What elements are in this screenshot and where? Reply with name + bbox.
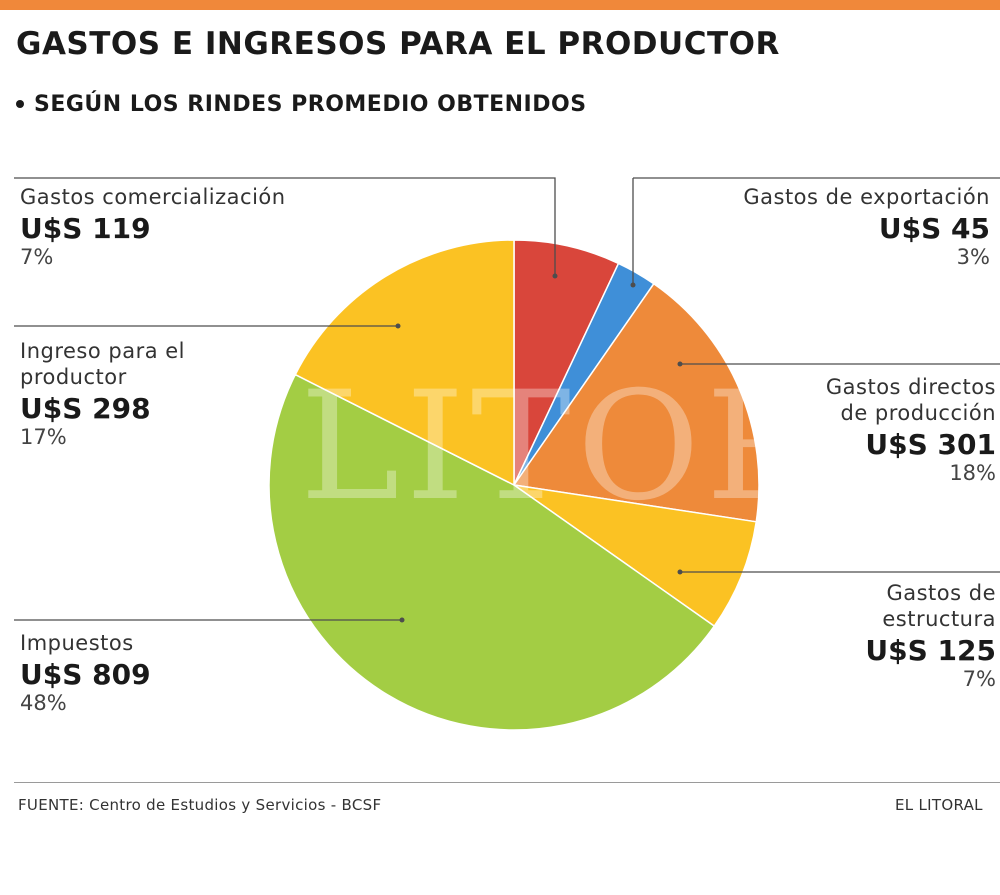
pie-slice-0 xyxy=(513,239,620,486)
label-name: Impuestos xyxy=(20,631,134,655)
footer-divider xyxy=(14,782,1000,783)
leader-comercializacion-dot xyxy=(552,273,558,279)
label-value: U$S 119 xyxy=(20,212,151,245)
source-note: FUENTE: Centro de Estudios y Servicios -… xyxy=(18,796,382,814)
leader-directos-dot xyxy=(677,361,683,367)
label-percent: 7% xyxy=(20,245,54,269)
label-estructura: Gastos de estructura U$S 125 7% xyxy=(865,580,996,690)
subtitle-row: SEGÚN LOS RINDES PROMEDIO OBTENIDOS xyxy=(16,92,587,117)
label-comercializacion: Gastos comercialización U$S 119 7% xyxy=(20,184,286,268)
label-ingreso: Ingreso para el productor U$S 298 17% xyxy=(20,338,185,448)
label-name-line1: Ingreso para el xyxy=(20,339,186,363)
label-name: Gastos de exportación xyxy=(743,185,990,209)
leader-impuestos-dot xyxy=(399,617,405,623)
pie-slice-3 xyxy=(513,484,758,628)
label-name-line1: Gastos directos xyxy=(825,375,996,399)
label-name-line2: productor xyxy=(20,365,127,389)
label-name: Gastos comercialización xyxy=(20,185,286,209)
label-name-line2: estructura xyxy=(882,607,996,631)
pie-slice-5 xyxy=(294,239,515,487)
label-impuestos: Impuestos U$S 809 48% xyxy=(20,630,151,714)
chart-subtitle: SEGÚN LOS RINDES PROMEDIO OBTENIDOS xyxy=(34,92,587,117)
leader-exportacion-dot xyxy=(630,282,636,288)
label-value: U$S 809 xyxy=(20,658,151,691)
brand-name: EL LITORAL xyxy=(895,796,983,814)
label-percent: 17% xyxy=(20,425,67,449)
accent-bar xyxy=(0,0,1000,10)
label-percent: 7% xyxy=(962,667,996,691)
label-exportacion: Gastos de exportación U$S 45 3% xyxy=(743,184,990,268)
label-value: U$S 301 xyxy=(865,428,996,461)
label-percent: 3% xyxy=(956,245,990,269)
label-value: U$S 298 xyxy=(20,392,151,425)
leader-comercializacion xyxy=(14,177,556,276)
label-value: U$S 125 xyxy=(865,634,996,667)
label-value: U$S 45 xyxy=(878,212,990,245)
label-directos: Gastos directos de producción U$S 301 18… xyxy=(826,374,996,484)
chart-title: GASTOS E INGRESOS PARA EL PRODUCTOR xyxy=(16,26,780,62)
leader-estructura-dot xyxy=(677,569,683,575)
label-name-line1: Gastos de xyxy=(886,581,996,605)
label-percent: 18% xyxy=(949,461,996,485)
label-name-line2: de producción xyxy=(840,401,996,425)
pie-slice-2 xyxy=(512,282,760,523)
pie-slice-4 xyxy=(268,373,716,731)
leader-ingreso-dot xyxy=(395,323,401,329)
label-percent: 48% xyxy=(20,691,67,715)
bullet-icon xyxy=(16,99,24,108)
